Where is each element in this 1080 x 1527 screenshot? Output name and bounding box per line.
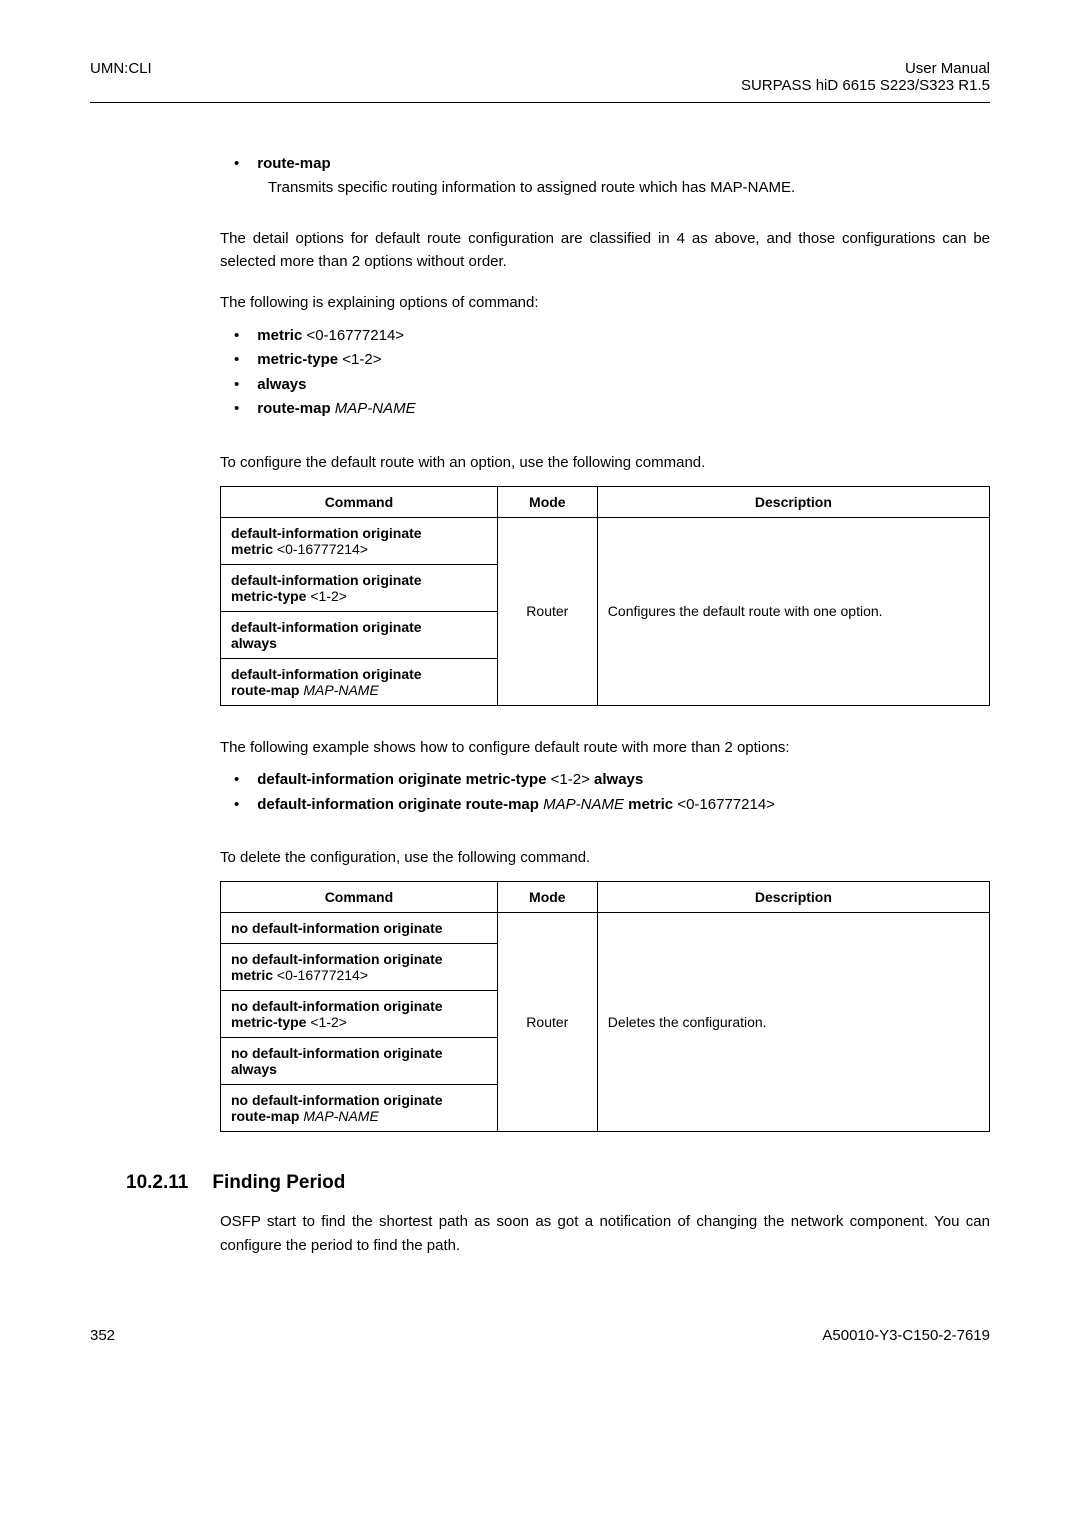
page-footer: 352 A50010-Y3-C150-2-7619 [90,1327,990,1344]
bullet-dot-icon: • [234,769,239,792]
table-delete: Command Mode Description no default-info… [220,881,990,1132]
page-content: • route-map Transmits specific routing i… [220,153,990,1257]
route-map-bullet: • route-map [234,153,990,176]
example-item: • default-information originate route-map… [234,794,990,817]
option-text: route-map MAP-NAME [257,398,415,421]
cell-mode: Router [497,913,597,1132]
col-header-description: Description [597,882,989,913]
cell-command: no default-information originateroute-ma… [221,1085,498,1132]
cell-command: no default-information originatemetric <… [221,944,498,991]
bullet-dot-icon: • [234,325,239,348]
footer-doc-id: A50010-Y3-C150-2-7619 [822,1327,990,1344]
para-following: The following is explaining options of c… [220,291,990,314]
cell-command: no default-information originate [221,913,498,944]
cell-command: default-information originatemetric <0-1… [221,517,498,564]
option-item: • metric-type <1-2> [234,349,990,372]
table-configure: Command Mode Description default-informa… [220,486,990,706]
para-delete: To delete the configuration, use the fol… [220,846,990,869]
bullet-dot-icon: • [234,374,239,397]
header-right-line1: User Manual [741,60,990,77]
col-header-mode: Mode [497,486,597,517]
para-configure: To configure the default route with an o… [220,451,990,474]
example-list: • default-information originate metric-ty… [220,769,990,816]
cell-command: default-information originatemetric-type… [221,564,498,611]
table1-body: default-information originatemetric <0-1… [221,517,990,705]
cell-command: no default-information originatemetric-t… [221,991,498,1038]
example-text: default-information originate route-map … [257,794,775,817]
section-body: OSFP start to find the shortest path as … [220,1210,990,1257]
example-item: • default-information originate metric-ty… [234,769,990,792]
col-header-mode: Mode [497,882,597,913]
option-item: • route-map MAP-NAME [234,398,990,421]
header-rule [90,102,990,103]
cell-command: default-information originateroute-map M… [221,658,498,705]
option-text: always [257,374,306,397]
cell-command: no default-information originatealways [221,1038,498,1085]
col-header-command: Command [221,882,498,913]
route-map-label: route-map [257,153,330,176]
table-row: Command Mode Description [221,486,990,517]
bullet-dot-icon: • [234,349,239,372]
header-left: UMN:CLI [90,60,152,94]
example-text: default-information originate metric-typ… [257,769,643,792]
options-list: • metric <0-16777214> • metric-type <1-2> • a… [220,325,990,421]
table-row: default-information originatemetric <0-1… [221,517,990,564]
col-header-command: Command [221,486,498,517]
cell-description: Deletes the configuration. [597,913,989,1132]
page-header: UMN:CLI User Manual SURPASS hiD 6615 S22… [90,60,990,102]
cell-mode: Router [497,517,597,705]
table-row: no default-information originateRouterDe… [221,913,990,944]
bullet-dot-icon: • [234,794,239,817]
option-item: • metric <0-16777214> [234,325,990,348]
para-example: The following example shows how to confi… [220,736,990,759]
footer-page-number: 352 [90,1327,115,1344]
bullet-dot-icon: • [234,398,239,421]
para-detail: The detail options for default route con… [220,227,990,274]
table-row: Command Mode Description [221,882,990,913]
header-right-line2: SURPASS hiD 6615 S223/S323 R1.5 [741,77,990,94]
table2-body: no default-information originateRouterDe… [221,913,990,1132]
section-heading: 10.2.11 Finding Period [90,1172,990,1194]
section-number: 10.2.11 [126,1172,188,1194]
section-title: Finding Period [212,1172,345,1194]
cell-command: default-information originatealways [221,611,498,658]
option-text: metric <0-16777214> [257,325,404,348]
cell-description: Configures the default route with one op… [597,517,989,705]
header-right: User Manual SURPASS hiD 6615 S223/S323 R… [741,60,990,94]
bullet-dot-icon: • [234,153,239,176]
col-header-description: Description [597,486,989,517]
option-text: metric-type <1-2> [257,349,381,372]
route-map-desc: Transmits specific routing information t… [268,176,990,199]
option-item: • always [234,374,990,397]
